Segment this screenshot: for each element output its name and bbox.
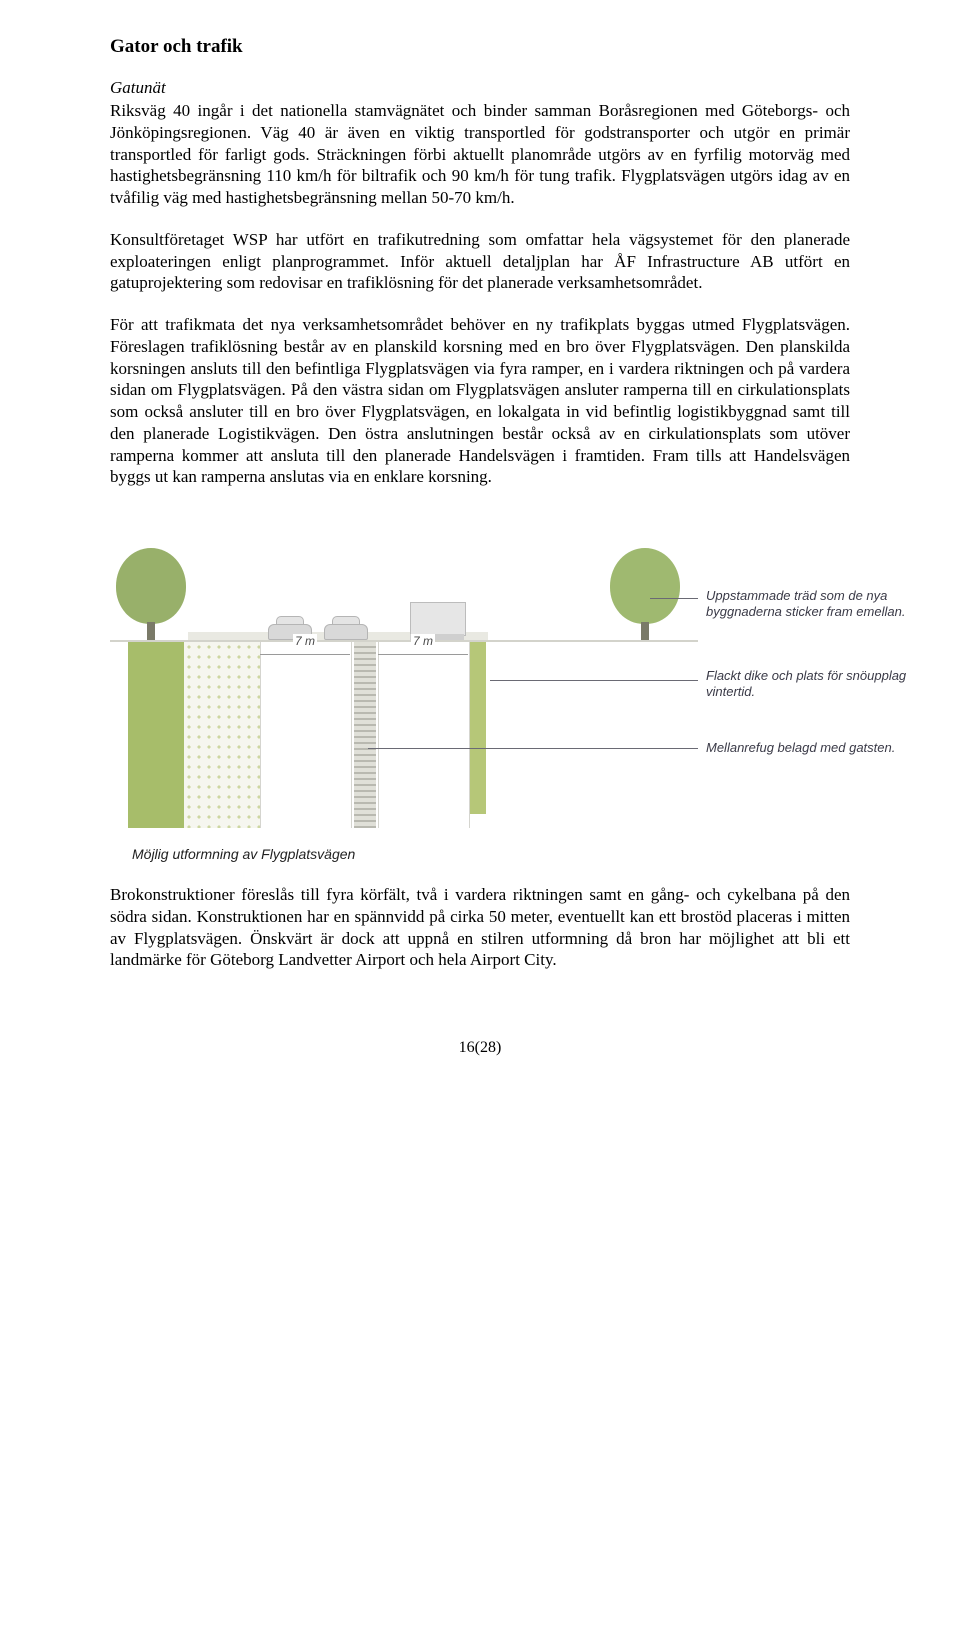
section-grass-left (128, 642, 184, 828)
dimension-lane-left: 7 m (260, 648, 350, 655)
car-icon (324, 616, 366, 640)
section-gravel (184, 642, 260, 828)
section-lane-right (378, 642, 470, 828)
figure-cross-section: 7 m 7 m Uppstammade träd som de nya bygg… (110, 508, 850, 838)
paragraph-3: För att trafikmata det nya verksamhetsom… (110, 314, 850, 488)
dimension-label: 7 m (293, 634, 317, 648)
figure-caption: Möjlig utformning av Flygplatsvägen (132, 846, 850, 862)
paragraph-1: Riksväg 40 ingår i det nationella stamvä… (110, 100, 850, 209)
callout-ditch: Flackt dike och plats för snöupplag vint… (706, 668, 916, 701)
heading-sub: Gatunät (110, 78, 850, 98)
section-grass-right (470, 642, 486, 814)
tree-right-icon (610, 548, 680, 644)
callout-line (490, 680, 698, 681)
paragraph-4: Brokonstruktioner föreslås till fyra kör… (110, 884, 850, 971)
tree-left-icon (116, 548, 186, 644)
dimension-lane-right: 7 m (378, 648, 468, 655)
page: Gator och trafik Gatunät Riksväg 40 ingå… (0, 0, 960, 1117)
section-median (354, 642, 376, 828)
paragraph-2: Konsultföretaget WSP har utfört en trafi… (110, 229, 850, 294)
dimension-label: 7 m (411, 634, 435, 648)
callout-median: Mellanrefug belagd med gatsten. (706, 740, 916, 756)
section-lane-left (260, 642, 352, 828)
heading-main: Gator och trafik (110, 36, 850, 58)
callout-trees: Uppstammade träd som de nya byggnaderna … (706, 588, 916, 621)
page-number: 16(28) (110, 1039, 850, 1057)
